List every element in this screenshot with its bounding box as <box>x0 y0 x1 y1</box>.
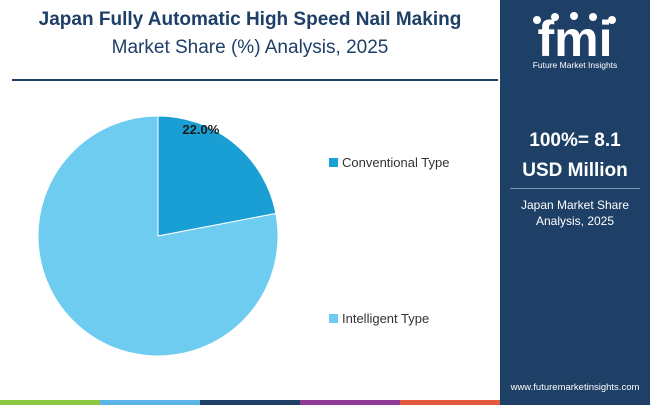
kpi-subtitle: Japan Market Share Analysis, 2025 <box>500 197 650 229</box>
kpi-subtitle-line2: Analysis, 2025 <box>535 214 615 228</box>
bottom-bar-segment <box>200 400 300 405</box>
chart-title-line1: Japan Fully Automatic High Speed Nail Ma… <box>38 9 462 30</box>
website-link[interactable]: www.futuremarketinsights.com <box>510 382 640 393</box>
fmi-logo: fmi <box>533 11 616 67</box>
bottom-color-bar <box>0 400 500 405</box>
legend-swatch-conventional <box>329 158 338 167</box>
logo-letters: fmi <box>538 11 613 67</box>
title-divider <box>12 79 498 81</box>
bottom-bar-segment <box>300 400 400 405</box>
legend-label-conventional: Conventional Type <box>342 155 450 170</box>
pie-slice-intelligent-type <box>37 115 279 357</box>
bottom-bar-segment <box>100 400 200 405</box>
pie-chart: 22.0% <box>37 115 279 357</box>
legend-item-intelligent: Intelligent Type <box>329 311 429 326</box>
chart-title-line2: Market Share (%) Analysis, 2025 <box>111 37 389 58</box>
kpi-line2: USD Million <box>522 160 628 181</box>
market-size-kpi: 100%= 8.1 USD Million <box>500 126 650 186</box>
bottom-bar-segment <box>0 400 100 405</box>
chart-title: Japan Fully Automatic High Speed Nail Ma… <box>0 6 500 62</box>
pie-slice-conventional-type <box>157 115 277 237</box>
kpi-divider <box>510 188 640 189</box>
logo-caption: Future Market Insights <box>532 60 618 70</box>
legend-swatch-intelligent <box>329 314 338 323</box>
kpi-subtitle-line1: Japan Market Share <box>520 198 630 212</box>
legend-label-intelligent: Intelligent Type <box>342 311 430 326</box>
pie-data-label-conventional-type: 22.0% <box>182 122 219 137</box>
bottom-bar-segment <box>400 400 500 405</box>
legend-item-conventional: Conventional Type <box>329 155 449 170</box>
kpi-line1: 100%= 8.1 <box>529 130 621 151</box>
info-panel: fmi Future Market Insights 100%= 8.1 USD… <box>500 0 650 405</box>
